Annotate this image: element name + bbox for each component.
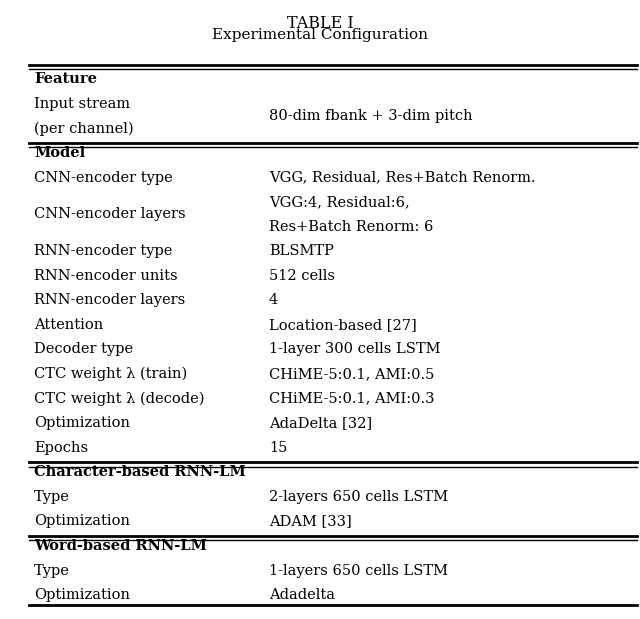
Text: Decoder type: Decoder type (34, 342, 133, 357)
Text: Attention: Attention (34, 318, 103, 332)
Text: Feature: Feature (34, 72, 97, 86)
Text: (per channel): (per channel) (34, 121, 134, 136)
Text: ADAM [33]: ADAM [33] (269, 514, 351, 529)
Text: VGG, Residual, Res+Batch Renorm.: VGG, Residual, Res+Batch Renorm. (269, 170, 536, 184)
Text: TABLE I: TABLE I (287, 15, 353, 32)
Text: AdaDelta [32]: AdaDelta [32] (269, 416, 372, 430)
Text: Model: Model (34, 146, 85, 160)
Text: 15: 15 (269, 441, 287, 455)
Text: VGG:4, Residual:6,: VGG:4, Residual:6, (269, 195, 410, 209)
Text: RNN-encoder type: RNN-encoder type (34, 245, 172, 258)
Text: Experimental Configuration: Experimental Configuration (212, 28, 428, 42)
Text: RNN-encoder units: RNN-encoder units (34, 269, 177, 283)
Text: 1-layers 650 cells LSTM: 1-layers 650 cells LSTM (269, 563, 448, 578)
Text: Type: Type (34, 563, 70, 578)
Text: CNN-encoder layers: CNN-encoder layers (34, 207, 186, 222)
Text: RNN-encoder layers: RNN-encoder layers (34, 293, 185, 308)
Text: Adadelta: Adadelta (269, 588, 335, 602)
Text: BLSMTP: BLSMTP (269, 245, 333, 258)
Text: CTC weight λ (decode): CTC weight λ (decode) (34, 392, 204, 406)
Text: Type: Type (34, 490, 70, 504)
Text: Optimization: Optimization (34, 514, 130, 529)
Text: CTC weight λ (train): CTC weight λ (train) (34, 367, 187, 381)
Text: Res+Batch Renorm: 6: Res+Batch Renorm: 6 (269, 220, 433, 233)
Text: 512 cells: 512 cells (269, 269, 335, 283)
Text: 2-layers 650 cells LSTM: 2-layers 650 cells LSTM (269, 490, 448, 504)
Text: Optimization: Optimization (34, 416, 130, 430)
Text: CHiME-5:0.1, AMI:0.5: CHiME-5:0.1, AMI:0.5 (269, 367, 434, 381)
Text: Character-based RNN-LM: Character-based RNN-LM (34, 465, 246, 479)
Text: Optimization: Optimization (34, 588, 130, 602)
Text: Location-based [27]: Location-based [27] (269, 318, 417, 332)
Text: CHiME-5:0.1, AMI:0.3: CHiME-5:0.1, AMI:0.3 (269, 392, 435, 405)
Text: Input stream: Input stream (34, 97, 130, 111)
Text: 1-layer 300 cells LSTM: 1-layer 300 cells LSTM (269, 342, 440, 357)
Text: Epochs: Epochs (34, 441, 88, 455)
Text: Word-based RNN-LM: Word-based RNN-LM (34, 539, 207, 553)
Text: 80-dim fbank + 3-dim pitch: 80-dim fbank + 3-dim pitch (269, 109, 472, 123)
Text: CNN-encoder type: CNN-encoder type (34, 170, 173, 184)
Text: 4: 4 (269, 293, 278, 308)
